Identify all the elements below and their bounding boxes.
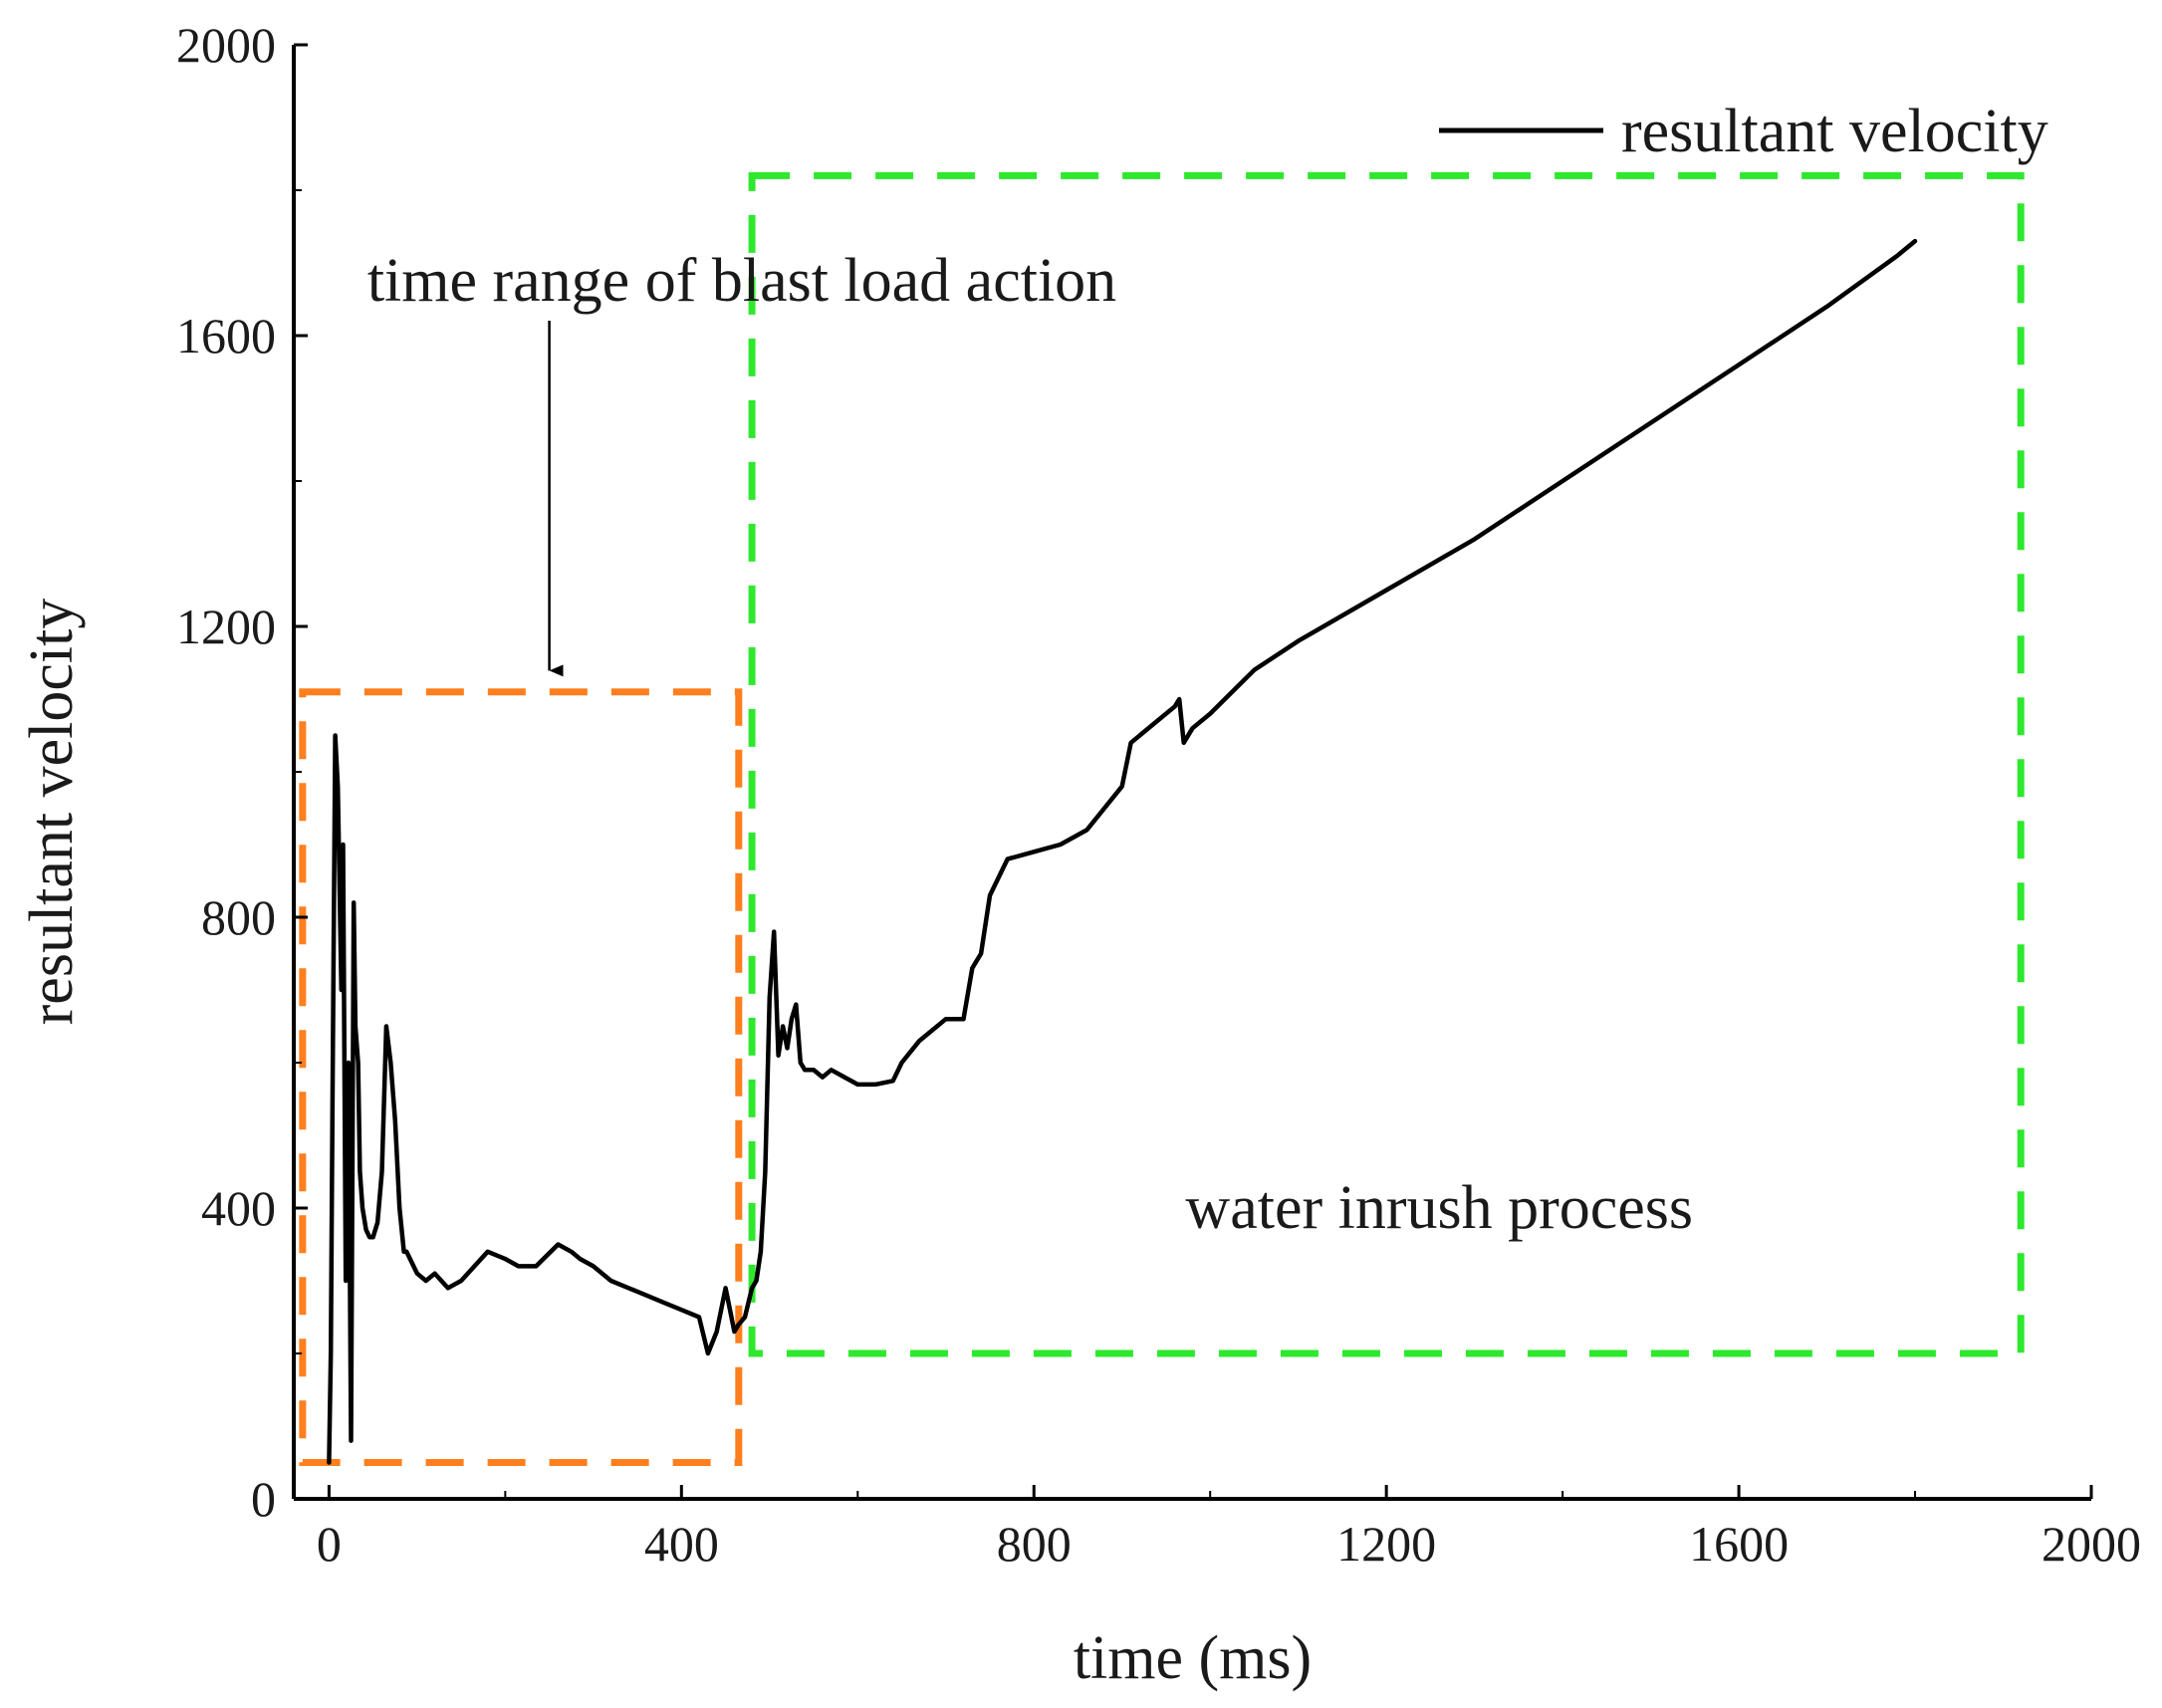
x-tick-label: 800 xyxy=(997,1516,1072,1572)
x-axis-title: time (ms) xyxy=(1074,1624,1312,1692)
y-tick-label: 0 xyxy=(251,1471,276,1527)
y-tick-label: 400 xyxy=(201,1180,276,1236)
legend-label: resultant velocity xyxy=(1621,98,2048,165)
highlight-regions xyxy=(299,171,2025,1466)
y-axis-title: resultant velocity xyxy=(18,599,86,1026)
series-layer xyxy=(327,238,1918,1465)
y-tick-label: 2000 xyxy=(176,17,276,73)
x-tick-label: 400 xyxy=(644,1516,719,1572)
x-tick-label: 2000 xyxy=(2042,1516,2141,1572)
annotation-blast-load: time range of blast load action xyxy=(367,247,1116,315)
y-tick-label: 1200 xyxy=(176,599,276,654)
region-water-inrush-range xyxy=(748,171,2025,1357)
y-tick-label: 800 xyxy=(201,889,276,945)
x-tick-label: 1600 xyxy=(1689,1516,1789,1572)
annotation-water-inrush: water inrush process xyxy=(1185,1174,1693,1242)
annotations: time range of blast load action water inr… xyxy=(367,247,1693,1242)
series-line-resultant-velocity xyxy=(327,238,1918,1465)
legend: resultant velocity xyxy=(1439,98,2048,165)
x-tick-label: 0 xyxy=(317,1516,342,1572)
x-tick-label: 1200 xyxy=(1336,1516,1436,1572)
axes: 0 400 800 1200 1600 2000 0 400 800 1200 1600 2000 ti… xyxy=(18,17,2141,1692)
region-blast-load-range xyxy=(299,688,743,1466)
y-tick-label: 1600 xyxy=(176,308,276,364)
